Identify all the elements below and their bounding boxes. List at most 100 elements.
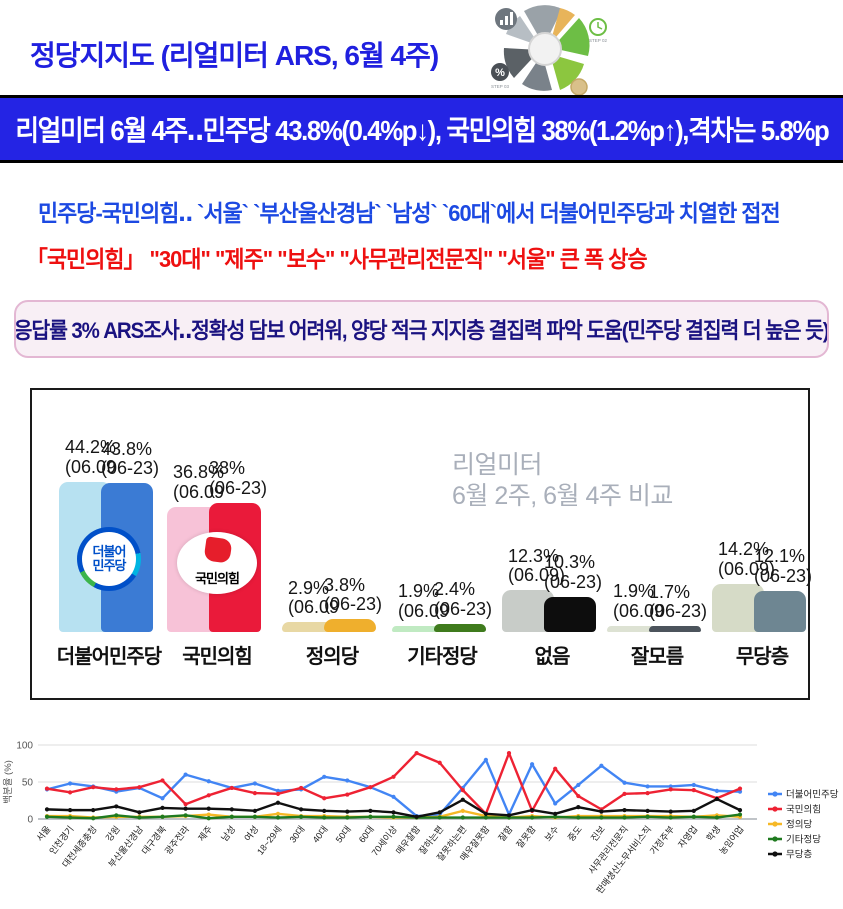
value-text: 44.2% <box>65 437 117 458</box>
legend-marker-dot <box>772 806 778 812</box>
y-tick-label: 0 <box>27 815 33 826</box>
bar-week2 <box>434 623 486 632</box>
value-text: 12.3% <box>508 545 560 566</box>
series-line <box>46 758 741 818</box>
data-point <box>460 808 465 813</box>
data-point <box>322 815 327 820</box>
legend-label: 국민의힘 <box>786 805 821 816</box>
data-point <box>460 797 465 802</box>
legend-item: 더불어민주당 <box>768 790 839 801</box>
pie-logo-graphic: % STEP 02 STEP 03 <box>491 5 607 96</box>
data-point <box>622 808 627 813</box>
logo-line: 더불어 <box>92 543 127 559</box>
x-tick-label: 중도 <box>566 824 584 843</box>
bar-value-week1: 1.9% (06.09 <box>613 581 665 622</box>
data-point <box>206 793 211 798</box>
data-point <box>553 811 558 816</box>
data-point <box>414 814 419 819</box>
x-tick-label: 60대 <box>357 824 376 845</box>
democratic-party-logo-text: 더불어 민주당 <box>82 532 136 586</box>
data-point <box>345 809 350 814</box>
date-text: (06.09 <box>613 600 665 621</box>
date-text: (06-23) <box>754 566 813 587</box>
bar-week2 <box>324 619 376 632</box>
data-point <box>553 801 558 806</box>
data-point <box>645 784 650 789</box>
data-point <box>299 814 304 819</box>
data-point <box>345 792 350 797</box>
data-point <box>299 785 304 791</box>
bar-chart-icon <box>495 8 517 30</box>
date-text: (06-23) <box>544 572 603 593</box>
x-tick-label: 가정주부 <box>648 824 676 856</box>
bar-value-week1: 36.8% (06.09 <box>173 462 225 503</box>
logo-line: 민주당 <box>92 558 127 573</box>
data-point <box>275 791 281 796</box>
data-point <box>68 790 73 795</box>
data-point <box>44 807 50 812</box>
bar-value-week1: 1.9% (06.09 <box>398 581 449 622</box>
legend-label: 더불어민주당 <box>786 790 839 801</box>
data-point <box>91 808 96 813</box>
data-point <box>460 788 465 793</box>
data-point <box>345 778 350 783</box>
data-point <box>576 793 581 799</box>
data-point <box>160 778 165 783</box>
bar-category-label: 없음 <box>534 646 571 668</box>
data-point <box>737 808 743 813</box>
bar-week2 <box>544 596 596 632</box>
data-point <box>68 808 73 813</box>
data-point <box>530 808 535 813</box>
data-point <box>114 804 119 809</box>
data-point <box>44 786 50 791</box>
y-tick-label: 100 <box>16 741 33 752</box>
bar-category-label: 무당층 <box>735 646 789 668</box>
date-text: (06.09 <box>65 456 117 477</box>
series-더불어민주당 <box>44 757 743 819</box>
data-point <box>137 815 142 820</box>
value-text: 12.1% <box>754 546 806 567</box>
data-point <box>714 815 720 820</box>
value-text: 2.4% <box>434 579 476 600</box>
step2-label: STEP 02 <box>589 38 607 43</box>
legend-item: 기타정당 <box>768 835 821 846</box>
data-point <box>137 785 142 790</box>
data-point <box>229 785 234 791</box>
data-point <box>183 802 188 807</box>
data-point <box>622 815 627 820</box>
x-tick-label: 30대 <box>288 824 307 845</box>
chart-watermark: 리얼미터 6월 2주, 6월 4주 비교 <box>452 450 673 513</box>
data-point <box>252 814 257 819</box>
bar-value-week1: 2.9% (06.09 <box>288 577 340 619</box>
value-text: 36.8% <box>173 462 225 483</box>
headline-banner: 리얼미터 6월 4주‥민주당 43.8%(0.4%p↓), 국민의힘 38%(1… <box>0 95 843 163</box>
legend-marker-dot <box>772 791 778 797</box>
data-point <box>737 812 743 817</box>
data-point <box>137 810 142 815</box>
svg-text:%: % <box>495 67 505 79</box>
x-tick-label: 50대 <box>334 824 353 845</box>
data-point <box>668 784 673 789</box>
date-text: (06.09 <box>288 597 340 618</box>
ppp-logo-text: 국민의힘 <box>195 571 240 586</box>
value-text: 2.9% <box>288 577 330 598</box>
data-point <box>576 805 581 810</box>
series-무당층 <box>44 796 743 819</box>
data-point <box>160 796 165 801</box>
bar-value-week1: 44.2% (06.09 <box>65 437 117 478</box>
data-point <box>68 781 73 786</box>
data-point <box>599 763 604 768</box>
data-point <box>368 785 373 790</box>
bar-value-week2: 38% (06-23) <box>209 458 267 499</box>
data-point <box>391 774 396 779</box>
date-text: (06.09) <box>508 565 566 586</box>
clock-icon <box>589 18 607 36</box>
value-text: 38% <box>209 458 246 479</box>
bar-week1 <box>607 625 659 632</box>
data-point <box>645 791 650 796</box>
bar-category-label: 잘모름 <box>630 646 684 668</box>
data-point <box>714 788 720 793</box>
data-point <box>229 814 234 819</box>
value-text: 1.7% <box>649 581 691 602</box>
